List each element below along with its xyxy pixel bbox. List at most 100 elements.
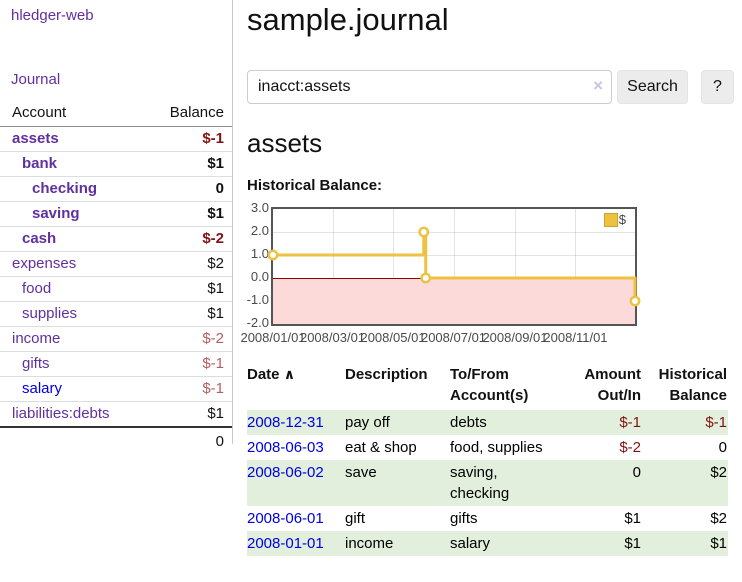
sidebar-account-row: supplies $1 [0,302,232,327]
amount-header-line1: Amount [584,366,641,383]
search-input-wrapper: × [247,70,612,104]
account-balance: $-1 [202,379,224,399]
sidebar-item-journal[interactable]: Journal [11,71,60,88]
help-button[interactable]: ? [701,70,734,104]
transaction-description: pay off [345,410,450,435]
transaction-date-link[interactable]: 2008-01-01 [247,535,324,552]
transaction-date-link[interactable]: 2008-12-31 [247,414,324,431]
sidebar-account-row: assets $-1 [0,127,232,152]
balance-step-line [273,209,635,324]
x-axis-label: 2008/03/01 [300,330,365,345]
hledger-web-app: hledger-web Journal Account Balance asse… [0,0,742,582]
sidebar-account-link-gifts[interactable]: gifts [0,354,50,374]
transaction-date-link[interactable]: 2008-06-02 [247,464,324,481]
sidebar-account-link-cash[interactable]: cash [0,229,56,249]
search-input[interactable] [247,70,612,104]
x-axis-label: 2008/01/01 [240,330,305,345]
sidebar-account-link-liabilities-debts[interactable]: liabilities:debts [0,404,110,424]
legend-label: $ [619,212,626,227]
account-balance: $2 [207,254,224,274]
accounts-table: Account Balance assets$-1bank$1checking0… [0,100,232,456]
tofrom-header-line1: To/From [450,366,509,383]
y-axis-label: 2.0 [243,223,269,238]
account-balance: $1 [207,204,224,224]
account-column-header: Account [12,104,66,121]
x-axis-label: 2008/11/01 [543,330,607,345]
running-balance: 0 [642,435,728,460]
account-balance: $1 [207,304,224,324]
transaction-description: eat & shop [345,435,450,460]
sidebar-account-row: checking0 [0,177,232,202]
sidebar-account-link-food[interactable]: food [0,279,51,299]
account-balance: $-2 [202,329,224,349]
data-point-marker-2008-06-01 [420,228,428,236]
amount-header-line2: Out/In [598,387,641,404]
register-header-row: Date ∧ Description To/From Account(s) Am… [247,362,728,408]
sidebar-account-link-assets[interactable]: assets [0,129,59,149]
register-row: 2008-06-03eat & shopfood, supplies$-20 [247,435,728,460]
chart-title: Historical Balance: [247,177,382,194]
register-header-amount: Amount Out/In [560,362,642,408]
account-balance: $-2 [202,229,224,249]
transaction-amount: $1 [560,506,642,531]
y-axis-label: -1.0 [243,292,269,307]
transaction-accounts: saving,checking [450,460,560,506]
register-header-date[interactable]: Date ∧ [247,362,345,408]
account-balance: $1 [207,279,224,299]
x-axis-label: 2008/07/01 [421,330,486,345]
sidebar-account-row: expenses $2 [0,252,232,277]
sidebar-account-row: saving $1 [0,202,232,227]
y-axis-label: -2.0 [243,315,269,330]
balance-header-line2: Balance [669,387,727,404]
account-balance: $1 [207,154,224,174]
sidebar: hledger-web Journal Account Balance asse… [0,0,233,444]
transaction-accounts: salary [450,531,560,556]
data-point-marker-2008-01-01 [269,251,277,259]
sidebar-account-row: salary $-1 [0,377,232,402]
sidebar-account-link-supplies[interactable]: supplies [0,304,77,324]
search-button[interactable]: Search [617,70,688,104]
running-balance: $2 [642,460,728,506]
sidebar-total-row: 0 [0,426,232,456]
sidebar-account-link-expenses[interactable]: expenses [0,254,76,274]
sidebar-account-row: bank $1 [0,152,232,177]
transaction-date-link[interactable]: 2008-06-01 [247,510,324,527]
sidebar-account-link-bank[interactable]: bank [0,154,57,174]
historical-balance-chart: $ 3.02.01.00.0-1.0-2.02008/01/012008/03/… [243,205,728,355]
running-balance: $1 [642,531,728,556]
running-balance: $2 [642,506,728,531]
sidebar-account-row: liabilities:debts$1 [0,402,232,426]
transaction-description: save [345,460,450,506]
balance-column-header: Balance [170,104,224,121]
transaction-amount: 0 [560,460,642,506]
register-header-balance: Historical Balance [642,362,728,408]
register-row: 2008-06-01giftgifts$1$2 [247,506,728,531]
app-title-link[interactable]: hledger-web [11,7,94,24]
data-point-marker-2008-12-31 [631,297,639,305]
register-row: 2008-01-01incomesalary$1$1 [247,531,728,556]
transaction-accounts: gifts [450,506,560,531]
balance-header-line1: Historical [659,366,727,383]
account-balance: $-1 [202,354,224,374]
sidebar-total-balance: 0 [216,432,224,452]
clear-search-icon[interactable]: × [593,76,603,96]
transaction-date-cell: 2008-06-01 [247,506,345,531]
sidebar-account-link-saving[interactable]: saving [0,204,80,224]
data-point-marker-2008-06-03 [422,274,430,282]
sidebar-account-link-checking[interactable]: checking [0,179,97,199]
account-heading: assets [247,128,322,159]
y-axis-label: 1.0 [243,246,269,261]
transaction-description: income [345,531,450,556]
main-content: sample.journal × Search ? assets Histori… [247,0,728,582]
transaction-amount: $-1 [560,410,642,435]
sidebar-account-link-salary[interactable]: salary [0,379,62,399]
y-axis-label: 3.0 [243,200,269,215]
register-rows: 2008-12-31pay offdebts$-1$-12008-06-03ea… [247,410,728,556]
account-balance: $-1 [202,129,224,149]
sort-ascending-icon: ∧ [284,366,295,382]
account-rows: assets$-1bank$1checking0saving$1cash$-2e… [0,127,232,426]
transaction-date-link[interactable]: 2008-06-03 [247,439,324,456]
chart-plot-area: $ [271,207,637,326]
tofrom-header-line2: Account(s) [450,387,528,404]
sidebar-account-link-income[interactable]: income [0,329,60,349]
